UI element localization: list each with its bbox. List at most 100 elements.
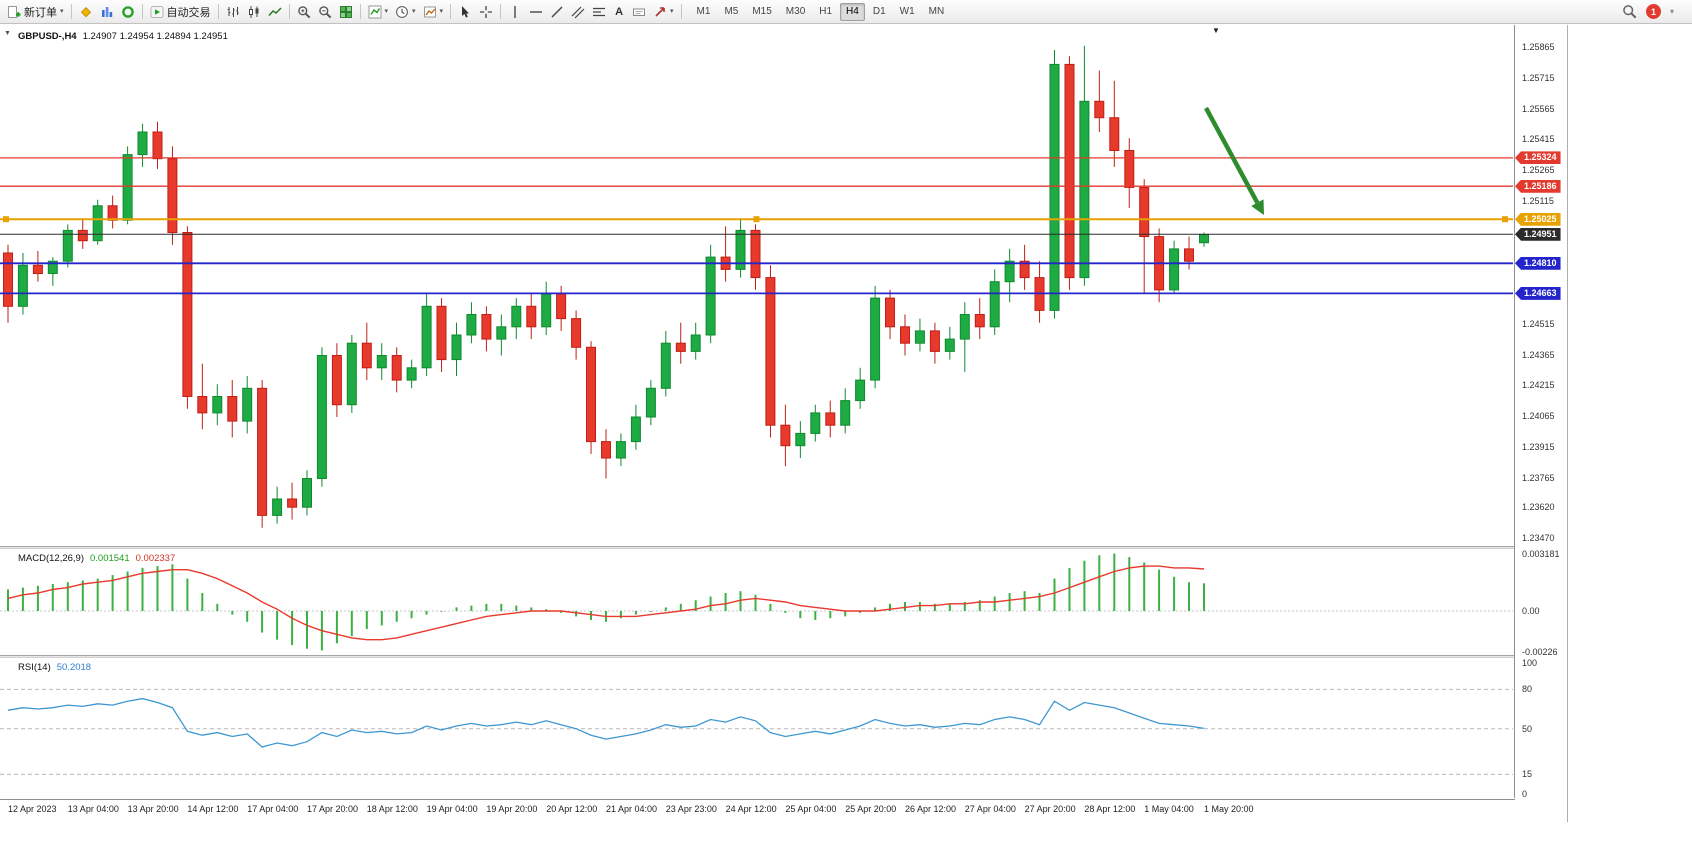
time-axis-label: 19 Apr 20:00 bbox=[486, 804, 538, 814]
toolbar-separator bbox=[359, 4, 361, 19]
arrows-tool-button[interactable]: ▾ bbox=[650, 2, 677, 22]
zoom-in-icon bbox=[297, 5, 310, 18]
candle bbox=[1139, 179, 1150, 294]
trendline-tool-button[interactable] bbox=[547, 2, 567, 22]
macd-chart[interactable] bbox=[0, 549, 1513, 655]
axis-label: 1.24365 bbox=[1522, 349, 1555, 360]
candle bbox=[3, 244, 13, 323]
refresh-button[interactable] bbox=[118, 2, 138, 22]
vertical-line-icon bbox=[514, 5, 516, 18]
notification-badge[interactable]: 1 bbox=[1645, 4, 1661, 19]
chart-candles-icon bbox=[248, 5, 259, 18]
zoom-in-button[interactable] bbox=[294, 2, 314, 22]
axis-label: 1.25565 bbox=[1522, 103, 1555, 114]
tile-windows-button[interactable] bbox=[336, 2, 356, 22]
panel-separator[interactable] bbox=[0, 655, 1567, 658]
timeframe-m15[interactable]: M15 bbox=[752, 5, 772, 17]
search-icon[interactable] bbox=[1622, 4, 1637, 19]
cursor-tool-button[interactable] bbox=[455, 2, 475, 22]
crosshair-tool-button[interactable] bbox=[476, 2, 496, 22]
timeframe-mn[interactable]: MN bbox=[928, 5, 945, 17]
trend-arrow-head bbox=[1251, 199, 1264, 215]
timeframe-h1[interactable]: H1 bbox=[819, 5, 833, 17]
collapse-chart-icon[interactable]: ▼ bbox=[4, 30, 11, 37]
time-axis-label: 14 Apr 12:00 bbox=[187, 804, 239, 814]
price-chart[interactable] bbox=[0, 25, 1513, 546]
candle bbox=[645, 380, 656, 426]
zoom-out-button[interactable] bbox=[315, 2, 335, 22]
toolbar-overflow-icon[interactable]: ▾ bbox=[1669, 7, 1674, 16]
rsi-line bbox=[7, 697, 1205, 748]
price-axis[interactable]: 1.25865 1.25715 1.25565 1.25415 1.25265 1.251… bbox=[1514, 25, 1567, 800]
candle bbox=[421, 294, 432, 376]
chart-bars-icon bbox=[227, 6, 239, 17]
zoom-out-icon bbox=[318, 5, 331, 18]
timeframe-m30[interactable]: M30 bbox=[785, 5, 806, 17]
axis-label: 15 bbox=[1522, 769, 1533, 780]
timeframe-m5[interactable]: M5 bbox=[724, 5, 739, 17]
panel-separator[interactable] bbox=[0, 546, 1567, 549]
chart-window-gbpusd: ▼ ▼ GBPUSD-,H4 1.24907 1.24954 1.24894 1… bbox=[0, 25, 1568, 822]
rsi-chart[interactable] bbox=[0, 658, 1513, 798]
candle bbox=[62, 224, 73, 268]
toolbar-separator bbox=[141, 4, 143, 19]
macd-histogram bbox=[7, 553, 1205, 651]
price-panel-title: GBPUSD-,H4 1.24907 1.24954 1.24894 1.249… bbox=[18, 31, 228, 42]
symbol-period-label: GBPUSD-,H4 bbox=[18, 31, 77, 42]
candle bbox=[1019, 244, 1030, 290]
axis-label: 1.25715 bbox=[1522, 72, 1555, 83]
candle bbox=[287, 482, 298, 520]
toolbar: 新订单 ▾ 自动交易 bbox=[0, 0, 1692, 24]
time-axis-label: 13 Apr 04:00 bbox=[67, 804, 119, 814]
candle bbox=[810, 404, 821, 442]
chart-candles-button[interactable] bbox=[244, 2, 264, 22]
axis-label: 0 bbox=[1522, 789, 1528, 800]
autotrading-button[interactable]: 自动交易 bbox=[147, 2, 214, 22]
fibonacci-tool-button[interactable] bbox=[589, 2, 609, 22]
trend-arrow-annotation[interactable] bbox=[1204, 106, 1260, 204]
channel-tool-button[interactable] bbox=[568, 2, 588, 22]
chart-line-button[interactable] bbox=[265, 2, 285, 22]
timeframe-d1[interactable]: D1 bbox=[872, 5, 886, 17]
candle bbox=[1079, 45, 1090, 286]
candle bbox=[376, 343, 387, 381]
candle bbox=[795, 421, 806, 458]
toolbar-separator bbox=[70, 4, 72, 19]
text-tool-button[interactable]: A bbox=[610, 2, 628, 22]
chart-shift-marker[interactable]: ▼ bbox=[1212, 26, 1220, 35]
candle bbox=[780, 404, 791, 467]
line-handle[interactable] bbox=[1502, 216, 1508, 223]
timeframe-m1[interactable]: M1 bbox=[696, 5, 711, 17]
candle bbox=[1109, 80, 1120, 167]
vertical-line-tool-button[interactable] bbox=[505, 2, 525, 22]
periods-button[interactable]: ▾ bbox=[392, 2, 419, 22]
chevron-down-icon: ▾ bbox=[384, 8, 389, 15]
axis-label: 1.25115 bbox=[1522, 195, 1554, 206]
timeframe-h4[interactable]: H4 bbox=[840, 2, 865, 21]
candle bbox=[1154, 228, 1165, 303]
mql5-community-button[interactable] bbox=[76, 2, 96, 22]
candle bbox=[855, 367, 866, 409]
time-axis-label: 19 Apr 04:00 bbox=[426, 804, 478, 814]
crosshair-icon bbox=[480, 5, 493, 18]
line-handle[interactable] bbox=[753, 216, 760, 223]
time-axis[interactable]: 12 Apr 2023 13 Apr 04:00 13 Apr 20:00 14 Ap… bbox=[0, 799, 1515, 822]
candle bbox=[974, 298, 985, 340]
macd-label: MACD(12,26,9) bbox=[18, 553, 84, 564]
horizontal-line-tool-button[interactable] bbox=[526, 2, 546, 22]
time-axis-label: 17 Apr 20:00 bbox=[307, 804, 359, 814]
market-watch-button[interactable] bbox=[97, 2, 117, 22]
axis-label: 1.24215 bbox=[1522, 380, 1555, 391]
timeframe-w1[interactable]: W1 bbox=[899, 5, 915, 17]
axis-label: 50 bbox=[1522, 723, 1533, 734]
chart-bars-button[interactable] bbox=[223, 2, 243, 22]
candle bbox=[331, 343, 342, 417]
indicators-button[interactable]: ▾ bbox=[365, 2, 392, 22]
candle bbox=[914, 318, 925, 352]
new-order-button[interactable]: 新订单 ▾ bbox=[4, 2, 67, 22]
templates-button[interactable]: ▾ bbox=[420, 2, 447, 22]
line-handle[interactable] bbox=[3, 216, 9, 223]
label-tool-button[interactable] bbox=[629, 2, 649, 22]
candle bbox=[1064, 56, 1075, 290]
